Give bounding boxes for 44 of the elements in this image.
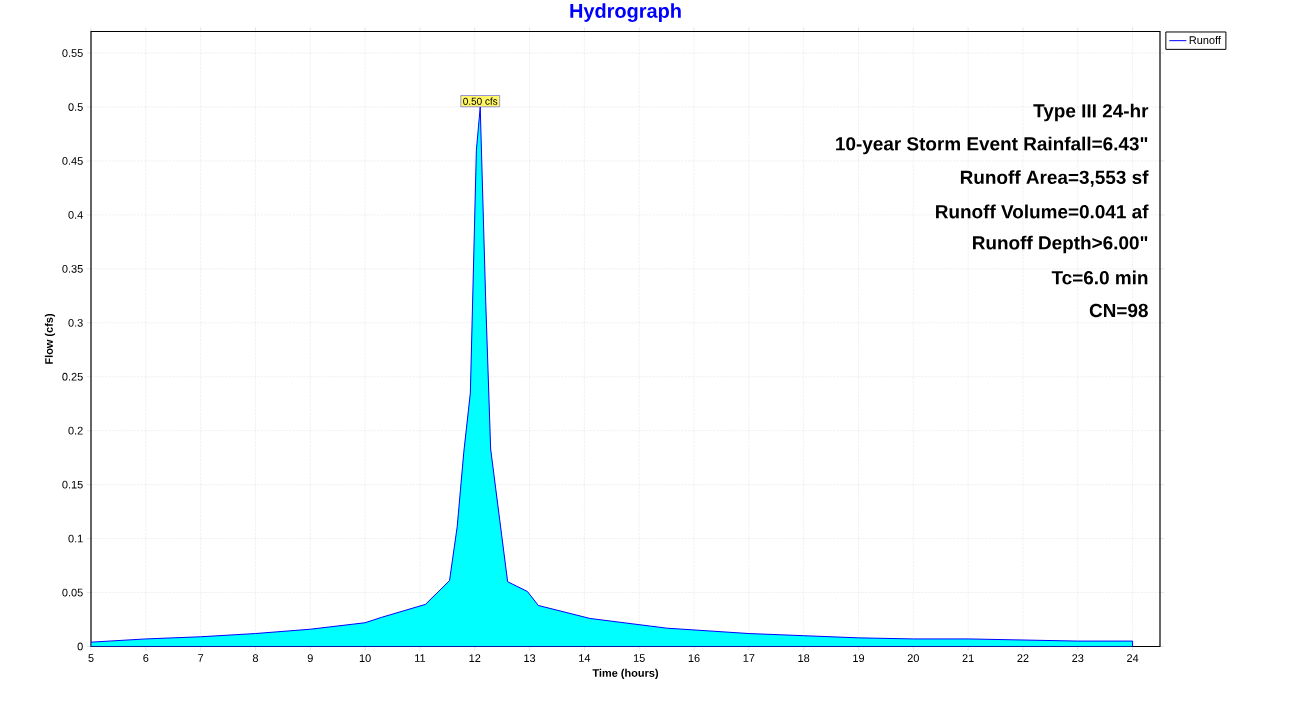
x-tick-label: 22 [1017, 654, 1029, 662]
x-tick-label: 24 [1127, 654, 1139, 662]
annotation: 10-year Storm Event Rainfall=6.43" [836, 136, 1148, 155]
x-tick-label: 8 [252, 654, 259, 662]
x-tick-label: 9 [307, 654, 313, 662]
x-tick-label: 20 [907, 654, 919, 662]
annotation: Runoff Depth>6.00" [973, 235, 1148, 254]
x-tick-label: 19 [853, 654, 865, 662]
x-tick-label: 21 [962, 654, 974, 662]
x-tick-label: 12 [469, 654, 481, 662]
x-tick-label: 18 [798, 654, 810, 662]
x-tick-label: 16 [688, 654, 700, 662]
x-tick-label: 6 [143, 654, 149, 662]
x-tick-label: 17 [743, 654, 755, 662]
x-tick-label: 13 [524, 654, 536, 662]
y-tick-label: 0.05 [62, 588, 83, 597]
y-tick-label: 0.45 [62, 156, 83, 165]
chart-title: Hydrograph [570, 3, 681, 22]
annotation: CN=98 [1089, 303, 1148, 317]
annotation: Runoff Area=3,553 sf [960, 169, 1149, 187]
x-tick-label: 5 [88, 654, 94, 662]
annotation: Tc=6.0 min [1051, 270, 1148, 285]
y-tick-label: 0.25 [62, 372, 83, 381]
x-tick-label: 10 [359, 654, 371, 662]
annotation: Type III 24-hr [1033, 103, 1149, 122]
y-tick-label: 0.3 [68, 318, 83, 327]
y-tick-label: 0.35 [62, 264, 83, 273]
annotation: 0.50 cfs [463, 97, 498, 105]
x-tick-label: 23 [1072, 654, 1084, 662]
y-tick-label: 0.55 [62, 48, 83, 57]
x-tick-label: 11 [415, 654, 426, 662]
annotation: Runoff Volume=0.041 af [936, 204, 1149, 219]
y-tick-label: 0.4 [68, 210, 83, 219]
y-tick-label: 0.15 [62, 480, 83, 489]
y-axis-title: Flow (cfs) [44, 313, 56, 364]
x-tick-label: 7 [198, 654, 204, 662]
x-axis-title: Time (hours) [592, 668, 659, 679]
y-tick-label: 0.2 [68, 426, 83, 435]
legend-label: Runoff [1189, 35, 1221, 44]
y-tick-label: 0.5 [68, 102, 83, 111]
x-tick-label: 14 [579, 654, 591, 662]
y-tick-label: 0.1 [68, 534, 83, 543]
x-tick-label: 15 [633, 654, 645, 662]
y-tick-label: 0 [77, 642, 83, 651]
